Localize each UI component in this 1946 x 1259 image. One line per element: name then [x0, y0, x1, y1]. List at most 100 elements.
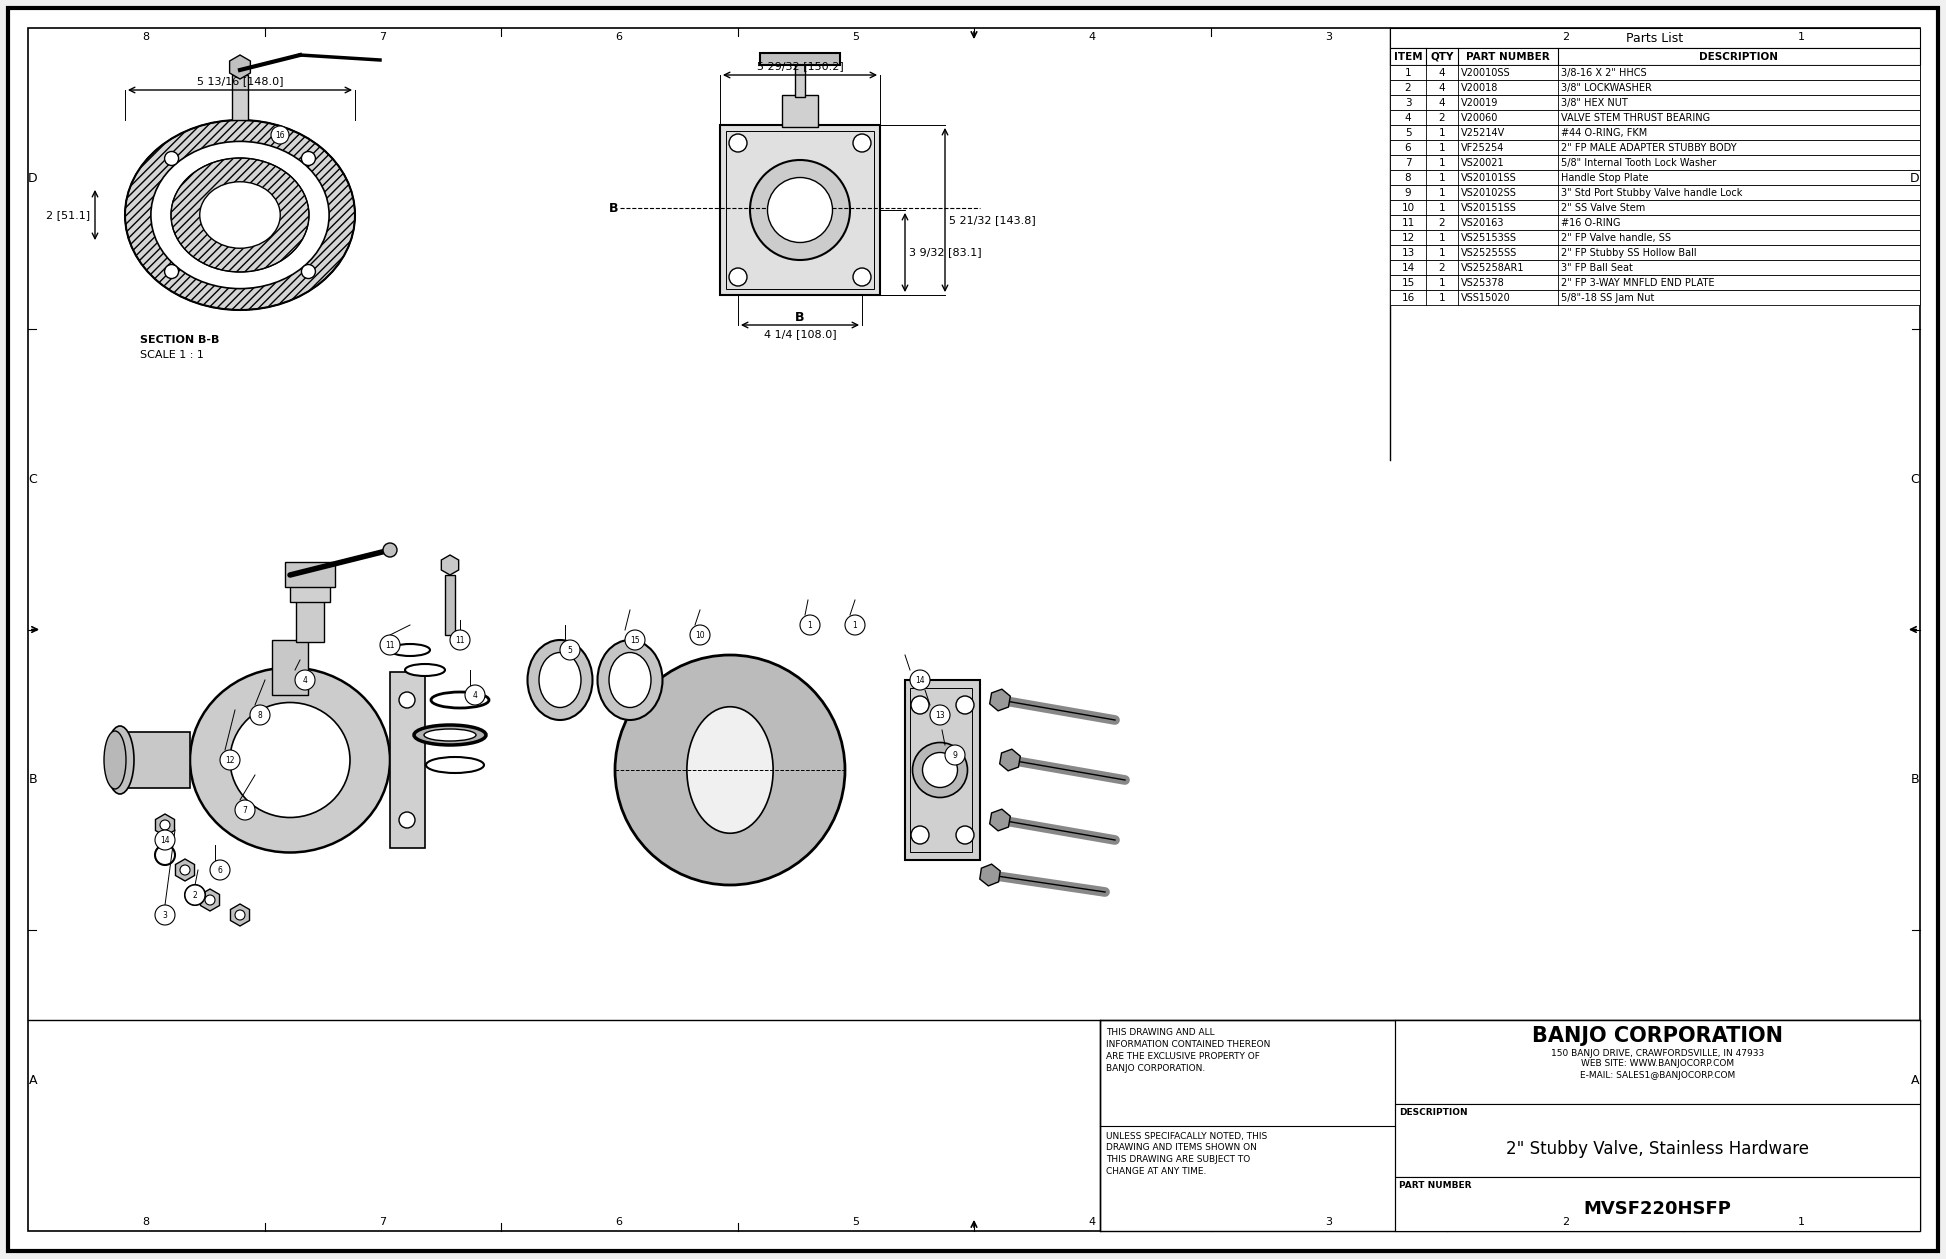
Text: 1: 1	[1798, 31, 1806, 42]
Circle shape	[160, 820, 169, 830]
Circle shape	[955, 826, 975, 844]
Text: 3: 3	[1325, 31, 1333, 42]
Text: 5/8"-18 SS Jam Nut: 5/8"-18 SS Jam Nut	[1561, 292, 1654, 302]
Text: 14: 14	[1401, 262, 1415, 272]
Text: 1: 1	[1438, 203, 1446, 213]
Text: VF25254: VF25254	[1461, 142, 1504, 152]
Text: 7: 7	[243, 806, 247, 815]
Text: V20010SS: V20010SS	[1461, 68, 1510, 78]
Text: 3/8" LOCKWASHER: 3/8" LOCKWASHER	[1561, 83, 1652, 92]
Text: 11: 11	[455, 636, 465, 645]
Text: VALVE STEM THRUST BEARING: VALVE STEM THRUST BEARING	[1561, 112, 1711, 122]
Text: 1: 1	[1438, 233, 1446, 243]
Text: BANJO CORPORATION: BANJO CORPORATION	[1532, 1026, 1783, 1046]
Bar	[761, 53, 841, 65]
Circle shape	[625, 630, 644, 650]
Circle shape	[165, 151, 179, 165]
Text: 4: 4	[1438, 97, 1446, 107]
Bar	[1389, 94, 1921, 110]
Text: THIS DRAWING AND ALL: THIS DRAWING AND ALL	[1105, 1029, 1214, 1037]
Text: 4: 4	[302, 676, 307, 685]
Text: B: B	[29, 773, 37, 787]
Bar	[782, 94, 817, 127]
Circle shape	[730, 268, 747, 286]
Text: V20018: V20018	[1461, 83, 1498, 92]
Text: 5 29/32 [150.2]: 5 29/32 [150.2]	[757, 60, 843, 71]
Text: 5: 5	[852, 31, 860, 42]
Circle shape	[235, 799, 255, 820]
Text: 10: 10	[1401, 203, 1415, 213]
Circle shape	[379, 635, 401, 655]
Text: ITEM: ITEM	[1393, 52, 1423, 62]
Ellipse shape	[152, 141, 329, 288]
Text: 11: 11	[385, 641, 395, 650]
Text: SECTION B-B: SECTION B-B	[140, 335, 220, 345]
Text: 14: 14	[915, 676, 924, 685]
Bar	[726, 131, 874, 290]
Text: CHANGE AT ANY TIME.: CHANGE AT ANY TIME.	[1105, 1167, 1207, 1176]
Text: DESCRIPTION: DESCRIPTION	[1699, 52, 1779, 62]
Text: VS25378: VS25378	[1461, 277, 1504, 287]
Text: 4: 4	[1088, 1217, 1096, 1228]
Bar	[720, 125, 880, 295]
Bar	[1389, 48, 1921, 65]
Text: 6: 6	[218, 865, 222, 875]
Text: 4 1/4 [108.0]: 4 1/4 [108.0]	[763, 329, 837, 339]
Text: 5: 5	[1405, 127, 1411, 137]
Bar	[1389, 290, 1921, 305]
Bar	[121, 731, 191, 788]
Ellipse shape	[424, 729, 477, 742]
Text: QTY: QTY	[1430, 52, 1454, 62]
Bar	[1395, 1177, 1921, 1231]
Bar	[1389, 215, 1921, 230]
Text: 4: 4	[473, 690, 477, 700]
Text: C: C	[29, 472, 37, 486]
Bar	[1389, 274, 1921, 290]
Text: 15: 15	[1401, 277, 1415, 287]
Circle shape	[911, 696, 928, 714]
Bar	[1389, 261, 1921, 274]
Ellipse shape	[103, 731, 126, 789]
Text: 8: 8	[1405, 172, 1411, 183]
Text: 4: 4	[1088, 31, 1096, 42]
Circle shape	[691, 624, 710, 645]
Text: 2" FP Valve handle, SS: 2" FP Valve handle, SS	[1561, 233, 1672, 243]
Text: 6: 6	[615, 31, 623, 42]
Text: 5: 5	[568, 646, 572, 655]
Circle shape	[204, 895, 214, 905]
Ellipse shape	[527, 640, 592, 720]
Text: DESCRIPTION: DESCRIPTION	[1399, 1108, 1467, 1117]
Circle shape	[185, 885, 204, 905]
Text: 3/8" HEX NUT: 3/8" HEX NUT	[1561, 97, 1627, 107]
Ellipse shape	[414, 725, 486, 745]
Circle shape	[845, 614, 866, 635]
Ellipse shape	[426, 757, 485, 773]
Bar	[1395, 1020, 1921, 1104]
Text: 4: 4	[1405, 112, 1411, 122]
Bar	[1389, 28, 1921, 48]
Text: 2" SS Valve Stem: 2" SS Valve Stem	[1561, 203, 1644, 213]
Text: 9: 9	[952, 750, 957, 759]
Text: ARE THE EXCLUSIVE PROPERTY OF: ARE THE EXCLUSIVE PROPERTY OF	[1105, 1053, 1259, 1061]
Text: VS20101SS: VS20101SS	[1461, 172, 1516, 183]
Ellipse shape	[597, 640, 662, 720]
Text: 2" Stubby Valve, Stainless Hardware: 2" Stubby Valve, Stainless Hardware	[1506, 1141, 1810, 1158]
Text: Handle Stop Plate: Handle Stop Plate	[1561, 172, 1648, 183]
Text: 1: 1	[1438, 277, 1446, 287]
Bar	[905, 680, 981, 860]
Text: 3" FP Ball Seat: 3" FP Ball Seat	[1561, 262, 1633, 272]
Text: A: A	[29, 1074, 37, 1087]
Text: 1: 1	[1438, 127, 1446, 137]
Text: 1: 1	[1438, 142, 1446, 152]
Text: 1: 1	[852, 621, 858, 630]
Bar	[911, 687, 971, 852]
Text: VS20021: VS20021	[1461, 157, 1504, 167]
Text: 1: 1	[1438, 292, 1446, 302]
Text: VS20163: VS20163	[1461, 218, 1504, 228]
Text: INFORMATION CONTAINED THEREON: INFORMATION CONTAINED THEREON	[1105, 1040, 1271, 1049]
Ellipse shape	[405, 663, 446, 676]
Ellipse shape	[913, 743, 967, 797]
Circle shape	[296, 670, 315, 690]
Text: #16 O-RING: #16 O-RING	[1561, 218, 1621, 228]
Circle shape	[730, 133, 747, 152]
